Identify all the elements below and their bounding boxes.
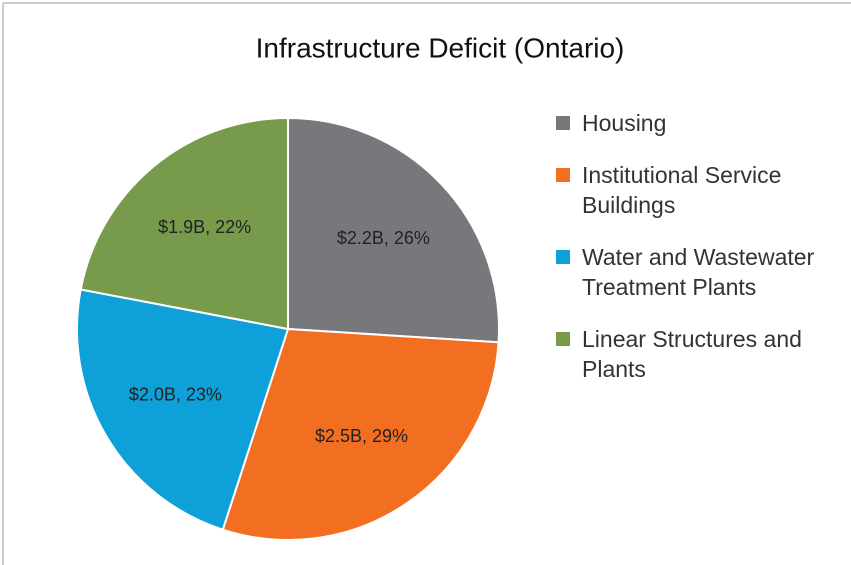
data-label: $2.5B, 29% [315, 426, 408, 446]
legend-label: Housing [582, 110, 667, 136]
pie-slice [221, 327, 500, 541]
legend-label: Water and Wastewater Treatment Plants [582, 244, 815, 300]
data-label: $2.2B, 26% [337, 228, 430, 248]
pie-slice [287, 116, 500, 344]
legend-entry: Institutional Service Buildings [556, 160, 818, 220]
legend-entry: Housing [556, 108, 818, 138]
legend-label: Linear Structures and Plants [582, 326, 802, 382]
legend-entry: Water and Wastewater Treatment Plants [556, 242, 818, 302]
pie-slice [79, 116, 289, 331]
legend-label: Institutional Service Buildings [582, 162, 782, 218]
legend-swatch [556, 168, 570, 182]
legend-swatch [556, 332, 570, 346]
legend-swatch [556, 116, 570, 130]
data-label: $2.0B, 23% [129, 384, 222, 404]
pie-slice [76, 288, 290, 531]
legend: Housing Institutional Service Buildings Wa… [556, 108, 818, 406]
data-label: $1.9B, 22% [158, 217, 251, 237]
chart-title: Infrastructure Deficit (Ontario) [256, 32, 625, 63]
legend-entry: Linear Structures and Plants [556, 324, 818, 384]
legend-swatch [556, 250, 570, 264]
